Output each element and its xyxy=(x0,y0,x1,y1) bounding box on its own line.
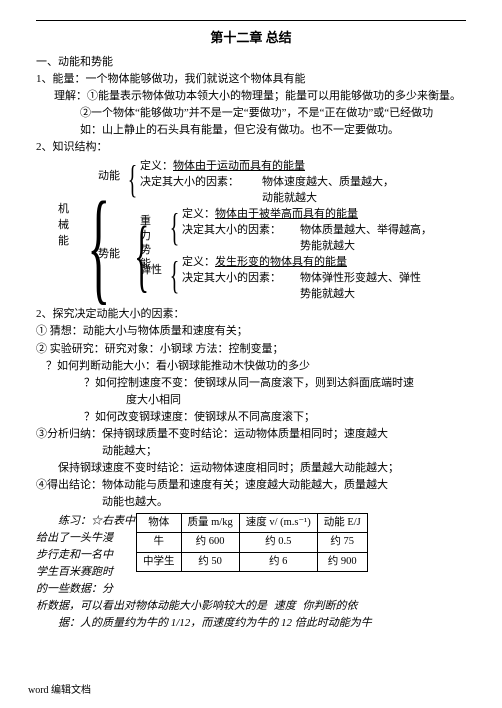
practice-l3: 步行走和一名中 xyxy=(36,547,136,564)
td: 约 0.5 xyxy=(239,533,317,552)
sec3-p4b: 度大小相同 xyxy=(36,392,466,409)
th-3: 动能 E/J xyxy=(317,513,367,532)
analysis-line2: 据：人的质量约为牛的 1/12，而速度约为牛的 12 倍此时动能为牛 xyxy=(36,615,466,632)
td: 牛 xyxy=(137,533,182,552)
node-tanxing: 弹性 xyxy=(140,262,162,279)
section-2-header: 2、知识结构： xyxy=(36,139,466,156)
sec3-p6b: 动能越大； xyxy=(36,443,466,460)
tx-def: 发生形变的物体具有的能量 xyxy=(215,256,347,268)
table-row: 牛 约 600 约 0.5 约 75 xyxy=(137,533,368,552)
sec3-p8b: 动能也越大。 xyxy=(36,494,466,511)
sec3-p3: ？如何判断动能大小：看小钢球能推动木快做功的多少 xyxy=(36,358,466,375)
analysis-c: 你判断的依 xyxy=(303,600,358,612)
sec3-p4a: ？如何控制速度不变：使钢球从同一高度滚下，则到达斜面底端时速 xyxy=(36,375,466,392)
dn-def-label: 定义： xyxy=(140,160,173,172)
data-table: 物体 质量 m/kg 速度 v/ (m.s⁻¹) 动能 E/J 牛 约 600 … xyxy=(136,513,368,572)
sec3-p7: 保持钢球速度不变时结论：运动物体速度相同时；质量越大动能越大； xyxy=(36,460,466,477)
sec3-p8a: ④得出结论：物体动能与质量和速度有关；速度越大动能越大，质量越大 xyxy=(36,477,466,494)
td: 约 900 xyxy=(317,552,367,571)
th-0: 物体 xyxy=(137,513,182,532)
practice-l5: 的一些数据：分 xyxy=(36,581,136,598)
dn-def: 物体由于运动而具有的能量 xyxy=(173,160,305,172)
node-dongneng: 动能 xyxy=(98,168,120,185)
dn-def-row: 定义：物体由于运动而具有的能量 xyxy=(140,158,305,175)
td: 约 6 xyxy=(239,552,317,571)
brace-dn: { xyxy=(128,161,138,201)
root-label: 机械能 xyxy=(58,202,72,250)
tx-factor-label: 决定其大小的因素： xyxy=(182,270,281,287)
zl-def-label: 定义： xyxy=(182,208,215,220)
sec3-p5: ？如何改变钢球速度：使钢球从不同高度滚下； xyxy=(36,409,466,426)
section-1-header: 一、动能和势能 xyxy=(36,54,466,71)
tx-def-row: 定义：发生形变的物体具有的能量 xyxy=(182,254,347,271)
chapter-title: 第十二章 总结 xyxy=(36,28,466,48)
practice-text: 练习：☆右表中 给出了一头牛漫 步行走和一名中 学生百米赛跑时 的一些数据：分 xyxy=(36,513,136,598)
p-energy-def: 1、能量：一个物体能够做功，我们就说这个物体具有能 xyxy=(36,71,466,88)
table-row: 中学生 约 50 约 6 约 900 xyxy=(137,552,368,571)
tx-def-label: 定义： xyxy=(182,256,215,268)
tx-factor-b: 势能就越大 xyxy=(300,286,355,303)
dn-factor-label: 决定其大小的因素： xyxy=(140,174,239,191)
td: 约 50 xyxy=(181,552,239,571)
brace-zl: { xyxy=(170,209,180,249)
td: 约 600 xyxy=(181,533,239,552)
sec3-p6a: ③分析归纳：保持钢球质量不变时结论：运动物体质量相同时；速度越大 xyxy=(36,426,466,443)
p-understand-3: 如：山上静止的石头具有能量，但它没有做功。也不一定要做功。 xyxy=(36,122,466,139)
practice-l2: 给出了一头牛漫 xyxy=(36,530,136,547)
dn-factor-a: 物体速度越大、质量越大， xyxy=(262,174,394,191)
footer-text: word 编辑文档 xyxy=(28,683,91,699)
analysis-b: 速度 xyxy=(270,600,300,612)
practice-block: 练习：☆右表中 给出了一头牛漫 步行走和一名中 学生百米赛跑时 的一些数据：分 … xyxy=(36,513,466,598)
zl-factor-a: 物体质量越大、举得越高， xyxy=(300,222,432,239)
sec3-p1: ① 猜想：动能大小与物体质量和速度有关； xyxy=(36,323,466,340)
p-understand-1: 理解：①能量表示物体做功本领大小的物理量；能量可以用能够做功的多少来衡量。 xyxy=(36,88,466,105)
table-header-row: 物体 质量 m/kg 速度 v/ (m.s⁻¹) 动能 E/J xyxy=(137,513,368,532)
sec3-p2: ② 实验研究：研究对象：小钢球 方法：控制变量； xyxy=(36,341,466,358)
brace-tx: { xyxy=(170,257,180,297)
zl-factor-b: 势能就越大 xyxy=(300,238,355,255)
zl-def: 物体由于被举高而具有的能量 xyxy=(215,208,358,220)
zl-factor-label: 决定其大小的因素： xyxy=(182,222,281,239)
dn-factor-b: 动能就越大 xyxy=(262,190,317,207)
p-understand-2: ②一个物体“能够做功”并不是一定“要做功”，不是“正在做功”或“已经做功 xyxy=(36,105,466,122)
practice-l1: 练习：☆右表中 xyxy=(36,513,136,530)
th-1: 质量 m/kg xyxy=(181,513,239,532)
zl-def-row: 定义：物体由于被举高而具有的能量 xyxy=(182,206,358,223)
knowledge-tree: 机械能 { 动能 { 定义：物体由于运动而具有的能量 决定其大小的因素： 物体速… xyxy=(36,158,466,304)
td: 约 75 xyxy=(317,533,367,552)
analysis-a: 析数据，可以看出对物体动能大小影响较大的是 xyxy=(36,600,267,612)
tx-factor-a: 物体弹性形变越大、弹性 xyxy=(300,270,421,287)
analysis-line1: 析数据，可以看出对物体动能大小影响较大的是 速度 你判断的依 xyxy=(36,598,466,615)
node-shineng: 势能 xyxy=(98,246,120,263)
th-2: 速度 v/ (m.s⁻¹) xyxy=(239,513,317,532)
practice-l4: 学生百米赛跑时 xyxy=(36,564,136,581)
td: 中学生 xyxy=(137,552,182,571)
top-rule xyxy=(36,20,466,21)
